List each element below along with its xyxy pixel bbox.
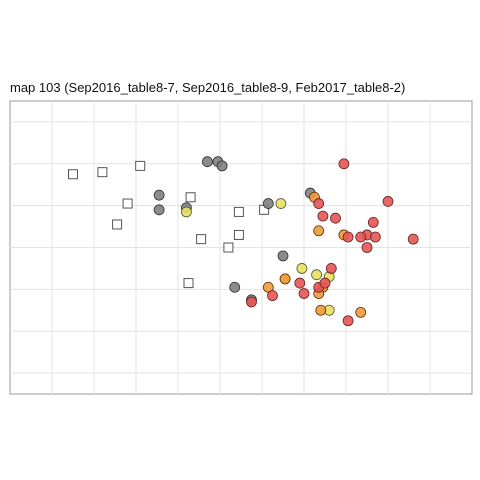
scatter-point-series-1 (216, 160, 228, 172)
scatter-point-series-0 (122, 198, 133, 209)
scatter-point-series-0 (233, 206, 244, 217)
scatter-point-series-4 (317, 210, 329, 222)
scatter-point-series-2 (296, 263, 308, 274)
chart-title: map 103 (Sep2016_table8-7, Sep2016_table… (10, 80, 406, 95)
scatter-point-series-4 (342, 231, 354, 243)
scatter-point-series-4 (382, 196, 394, 207)
scatter-point-series-1 (201, 156, 213, 168)
scatter-point-series-4 (246, 296, 257, 308)
scatter-point-series-3 (279, 273, 291, 285)
scatter-point-series-4 (338, 158, 350, 170)
scatter-point-series-1 (153, 204, 165, 216)
scatter-point-series-2 (275, 198, 287, 209)
scatter-point-series-4 (294, 277, 306, 289)
scatter-point-series-4 (325, 263, 337, 274)
scatter-point-series-0 (97, 167, 108, 178)
scatter-point-series-1 (262, 198, 274, 209)
scatter-point-series-2 (180, 206, 192, 218)
scatter-point-series-0 (112, 219, 123, 230)
scatter-point-series-3 (355, 306, 367, 318)
grid-lines (10, 101, 472, 394)
scatter-point-series-0 (196, 234, 207, 245)
scatter-point-series-4 (298, 288, 310, 299)
scatter-point-series-4 (313, 198, 325, 209)
scatter-point-series-3 (315, 304, 327, 316)
scatter-point-series-4 (342, 315, 354, 327)
scatter-point-series-1 (277, 250, 289, 262)
scatter-point-series-4 (369, 231, 381, 243)
scatter-point-series-4 (367, 216, 379, 228)
scatter-point-series-3 (313, 225, 325, 237)
scatter-point-series-0 (68, 169, 78, 180)
scatter-point-series-0 (223, 242, 234, 253)
data-points (68, 156, 419, 327)
scatter-point-series-0 (183, 278, 194, 289)
scatter-point-series-1 (153, 189, 165, 201)
scatter-point-series-4 (330, 212, 341, 224)
scatter-point-series-0 (135, 160, 146, 171)
scatter-point-series-0 (185, 192, 196, 203)
scatter-point-series-2 (311, 269, 323, 281)
scatter-point-series-4 (407, 233, 419, 245)
scatter-point-series-4 (267, 290, 278, 302)
scatter-point-series-4 (355, 231, 367, 243)
scatter-point-series-4 (319, 277, 331, 289)
scatter-point-series-4 (361, 242, 373, 253)
scatter-point-series-0 (233, 229, 244, 240)
scatter-point-series-1 (229, 281, 241, 293)
